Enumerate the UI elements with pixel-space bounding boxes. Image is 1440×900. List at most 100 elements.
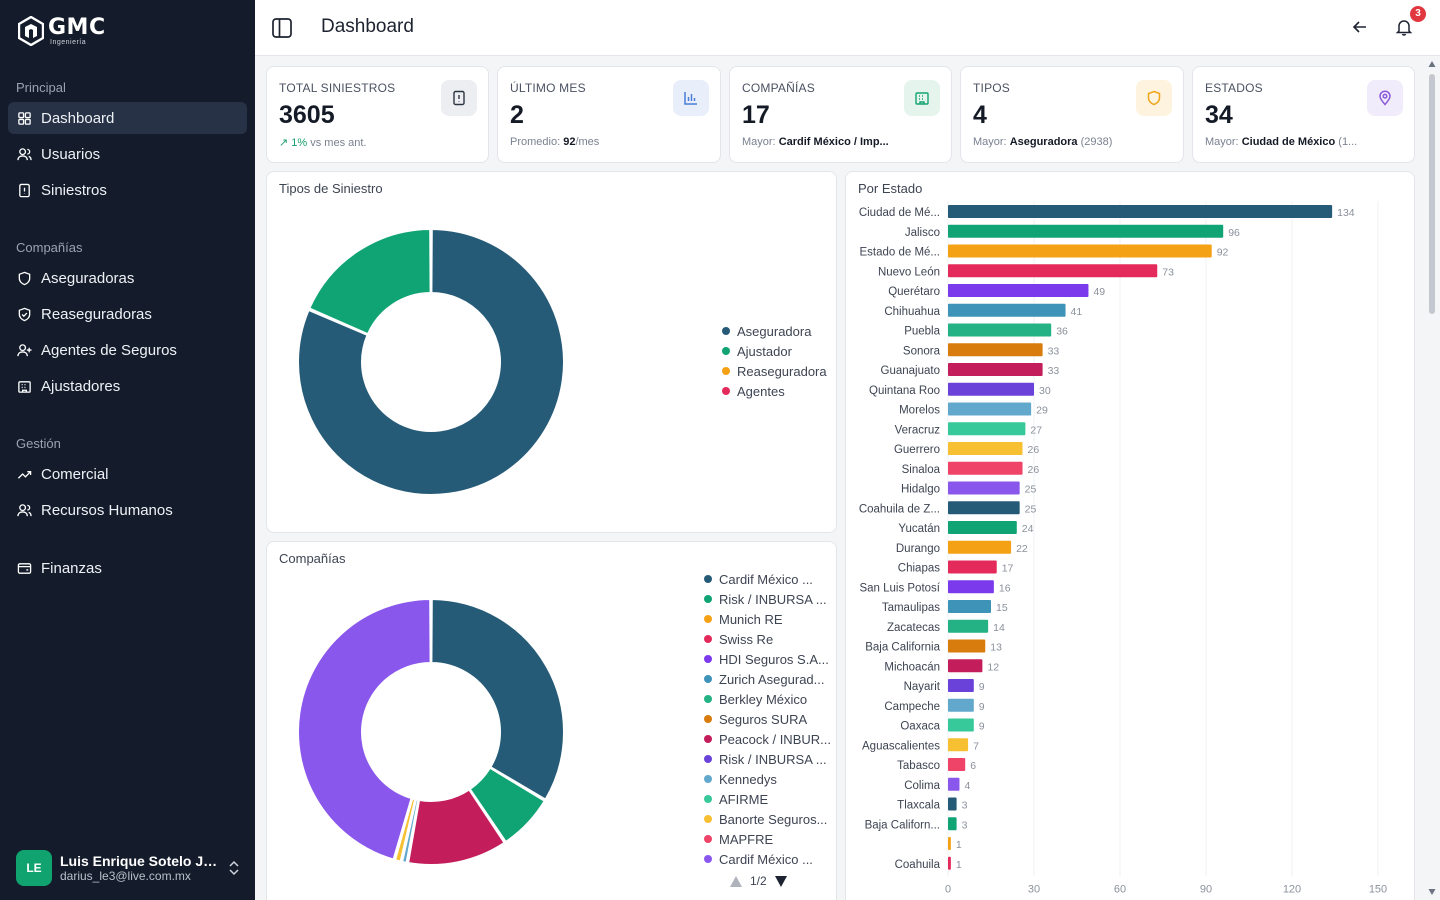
tipos-slice[interactable] — [307, 227, 432, 336]
bar[interactable] — [948, 264, 1158, 278]
legend-item[interactable]: HDI Seguros S.A... — [704, 649, 829, 669]
scrollbar-thumb[interactable] — [1429, 74, 1435, 314]
bar[interactable] — [948, 600, 991, 613]
bar[interactable] — [948, 461, 1023, 475]
sidebar-item-ajustadores[interactable]: Ajustadores — [8, 370, 247, 402]
bar[interactable] — [948, 323, 1052, 337]
bar[interactable] — [948, 224, 1224, 238]
bar[interactable] — [948, 837, 951, 850]
bar-value-label: 92 — [1217, 247, 1229, 259]
legend-item[interactable]: AFIRME — [704, 789, 828, 809]
page-scrollbar[interactable] — [1427, 58, 1437, 900]
bar[interactable] — [948, 639, 986, 653]
legend-item[interactable]: Risk / INBURSA ... — [704, 589, 828, 609]
legend-item[interactable]: Munich RE — [704, 609, 828, 629]
sidebar-item-recursos-humanos[interactable]: Recursos Humanos — [8, 494, 247, 526]
tipos-slice[interactable] — [297, 227, 565, 496]
bar[interactable] — [948, 501, 1020, 515]
scroll-up-icon[interactable] — [1428, 60, 1436, 68]
bar[interactable] — [948, 619, 989, 633]
bar[interactable] — [948, 244, 1212, 258]
arrow-left-icon[interactable] — [1351, 18, 1369, 36]
sidebar-item-dashboard[interactable]: Dashboard — [8, 102, 247, 134]
companias-slice[interactable] — [297, 597, 432, 861]
bar[interactable] — [948, 738, 969, 752]
bar[interactable] — [948, 856, 951, 870]
stat-subtext: ↗ 1% vs mes ant. — [279, 137, 367, 149]
companias-slice[interactable] — [406, 788, 506, 866]
bell-icon[interactable] — [1395, 18, 1413, 36]
bar[interactable] — [948, 679, 974, 692]
bar[interactable] — [948, 758, 966, 771]
bar-value-label: 15 — [996, 602, 1008, 614]
companias-slice[interactable] — [468, 766, 547, 844]
legend-item[interactable]: Risk / INBURSA ... — [704, 749, 828, 769]
bar[interactable] — [948, 718, 974, 732]
bar[interactable] — [948, 205, 1333, 218]
bar[interactable] — [948, 659, 983, 673]
bar[interactable] — [948, 422, 1026, 436]
bar[interactable] — [948, 442, 1023, 455]
legend-item[interactable]: Banorte Seguros... — [704, 809, 828, 829]
legend-item[interactable]: Aseguradora — [722, 321, 827, 341]
bar[interactable] — [948, 481, 1020, 495]
bar[interactable] — [948, 698, 974, 712]
bar-value-label: 7 — [973, 740, 979, 752]
bar[interactable] — [948, 777, 960, 791]
legend-item[interactable]: MAPFRE — [704, 829, 828, 849]
legend-item[interactable]: Agentes — [722, 381, 827, 401]
bar[interactable] — [948, 797, 957, 811]
bar[interactable] — [948, 580, 994, 594]
legend-swatch — [704, 575, 712, 583]
legend-item[interactable]: Zurich Asegurad... — [704, 669, 828, 689]
sidebar-item-finanzas[interactable]: Finanzas — [8, 552, 247, 584]
legend-swatch — [704, 635, 712, 643]
topbar: Dashboard 3 — [255, 0, 1440, 56]
legend-item[interactable]: Berkley México — [704, 689, 828, 709]
bar[interactable] — [948, 303, 1066, 317]
category-label: Colima — [904, 780, 940, 792]
stat-card-estados: ESTADOS 34 Mayor: Ciudad de México (1... — [1192, 66, 1415, 163]
bar[interactable] — [948, 402, 1032, 416]
stat-card-tipos: TIPOS 4 Mayor: Aseguradora (2938) — [960, 66, 1184, 163]
bar[interactable] — [948, 382, 1034, 396]
legend-swatch — [704, 655, 712, 663]
legend-item[interactable]: Seguros SURA — [704, 709, 828, 729]
legend-item[interactable]: Reaseguradora — [722, 361, 827, 381]
companias-slice[interactable] — [430, 597, 565, 801]
legend-item[interactable]: Peacock / INBUR... — [704, 729, 831, 749]
user-email: darius_le3@live.com.mx — [60, 869, 191, 883]
stat-subtext: Mayor: Ciudad de México (1... — [1205, 136, 1358, 148]
pager-down-icon[interactable] — [774, 875, 787, 887]
bar[interactable] — [948, 521, 1017, 534]
legend-item[interactable]: Cardif México ... — [704, 849, 828, 869]
legend-item[interactable]: Cardif México ... — [704, 569, 828, 589]
sidebar-item-reaseguradoras[interactable]: Reaseguradoras — [8, 298, 247, 330]
bar[interactable] — [948, 560, 997, 574]
legend-swatch — [704, 615, 712, 623]
pager-up-icon[interactable] — [730, 875, 742, 887]
bar-value-label: 41 — [1071, 306, 1083, 318]
sidebar-item-aseguradoras[interactable]: Aseguradoras — [8, 262, 247, 294]
bar[interactable] — [948, 284, 1089, 297]
brand-logo[interactable]: GMC Ingeniería — [18, 16, 106, 46]
legend-item[interactable]: Swiss Re — [704, 629, 828, 649]
sidebar-item-agentes[interactable]: Agentes de Seguros — [8, 334, 247, 366]
bar-value-label: 33 — [1048, 365, 1060, 377]
bar[interactable] — [948, 363, 1043, 376]
legend-label: HDI Seguros S.A... — [719, 651, 829, 667]
scroll-down-icon[interactable] — [1428, 888, 1436, 896]
sidebar-item-usuarios[interactable]: Usuarios — [8, 138, 247, 170]
legend-item[interactable]: Kennedys — [704, 769, 828, 789]
bar[interactable] — [948, 817, 957, 831]
sidebar-item-siniestros[interactable]: Siniestros — [8, 174, 247, 206]
trending-up-icon — [17, 470, 32, 479]
bar[interactable] — [948, 343, 1043, 357]
sidebar-toggle-icon[interactable] — [271, 17, 293, 39]
bar[interactable] — [948, 540, 1012, 554]
legend-item[interactable]: Ajustador — [722, 341, 827, 361]
category-label: Durango — [896, 543, 940, 555]
legend-swatch — [722, 327, 730, 335]
user-menu[interactable]: LE Luis Enrique Sotelo Ja... darius_le3@… — [16, 849, 241, 887]
sidebar-item-comercial[interactable]: Comercial — [8, 458, 247, 490]
